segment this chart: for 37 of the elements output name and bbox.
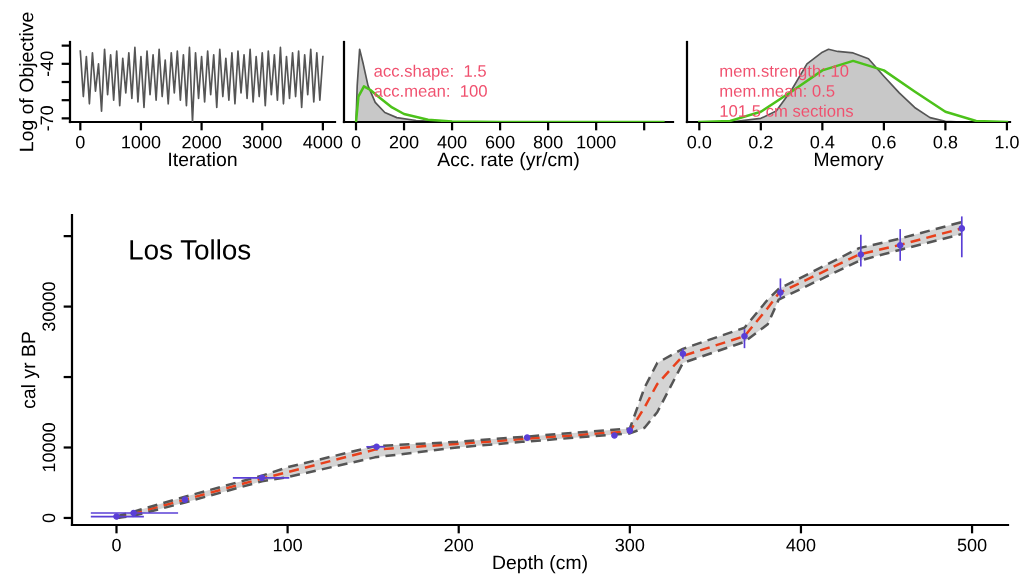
x-tick-label: 300 xyxy=(615,538,645,552)
text: Los Tollos xyxy=(130,239,251,260)
x-tick-label: 100 xyxy=(273,538,302,552)
x-tick-label: 0.0 xyxy=(687,135,712,149)
x-tick-label: 0 xyxy=(351,135,361,149)
x-tick-label: 1000 xyxy=(577,135,616,149)
x-axis-title: Depth (cm) xyxy=(493,555,587,574)
x-tick-label: 1.0 xyxy=(995,135,1019,149)
y-tick-label: 0 xyxy=(42,513,56,523)
y-tick-label: -70 xyxy=(40,106,54,131)
x-tick-label: 0.6 xyxy=(872,135,896,149)
x-tick-label: 500 xyxy=(957,538,987,552)
x-tick-label: 200 xyxy=(444,538,474,552)
x-tick-label: 0.2 xyxy=(748,135,773,149)
annotation: acc.shape: 1.5 xyxy=(374,64,486,81)
annotation: acc.mean: 100 xyxy=(374,85,487,97)
y-tick-label: -40 xyxy=(40,51,54,77)
x-tick-label: 0.8 xyxy=(933,135,958,149)
x-tick-label: 4000 xyxy=(303,135,343,149)
x-tick-label: 400 xyxy=(786,538,816,552)
y-tick-label: 30000 xyxy=(42,282,56,331)
x-tick-label: 1000 xyxy=(122,135,161,149)
y-axis-title: Log of Objective xyxy=(19,12,38,151)
x-tick-label: 0.4 xyxy=(810,135,835,149)
x-tick-label: 2000 xyxy=(182,135,221,149)
y-tick-label: 10000 xyxy=(42,423,56,472)
x-axis-title: Acc. rate (yr/cm) xyxy=(437,152,579,171)
x-axis-title: Iteration xyxy=(169,152,237,167)
x-tick-label: 0 xyxy=(75,135,85,149)
x-tick-label: 400 xyxy=(437,135,467,149)
x-tick-label: 200 xyxy=(389,135,419,149)
x-tick-label: 600 xyxy=(485,135,515,149)
x-axis-title: Memory xyxy=(814,152,884,171)
x-tick-label: 3000 xyxy=(242,135,282,149)
x-tick-label: 800 xyxy=(533,135,563,149)
x-tick-label: 0 xyxy=(112,538,121,552)
y-axis-title: cal yr BP xyxy=(21,332,40,409)
